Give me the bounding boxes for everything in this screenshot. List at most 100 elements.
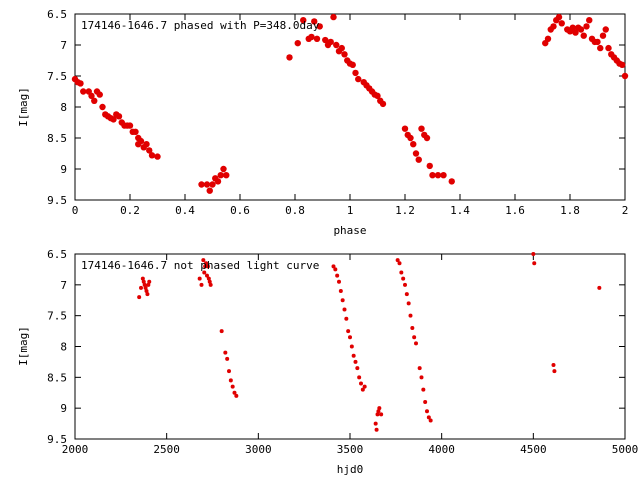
data-point	[395, 258, 400, 263]
light-curve-plot-annotation: 174146-1646.7 not phased light curve	[81, 259, 319, 272]
x-tick-label: 2000	[62, 443, 89, 456]
data-point	[379, 412, 384, 417]
data-point	[425, 409, 429, 414]
data-point	[146, 147, 153, 154]
data-point	[223, 350, 228, 355]
data-point	[374, 92, 381, 100]
light-curve-plot-ticks: 2000 2500 3000 3500 4000 4500 5000 6.5 7 7.5 8 8.5 9…	[47, 248, 638, 456]
data-point	[330, 13, 337, 21]
data-point	[619, 61, 626, 69]
data-point	[555, 13, 563, 21]
data-point	[142, 282, 147, 287]
data-point	[414, 341, 418, 346]
phased-plot-xlabel: phase	[333, 224, 366, 237]
y-tick-label: 9	[60, 163, 67, 176]
data-point	[423, 134, 431, 142]
data-point	[143, 285, 148, 290]
data-point	[228, 378, 233, 383]
data-point	[569, 24, 576, 31]
data-point	[407, 134, 414, 142]
data-point	[77, 80, 84, 87]
data-point	[139, 285, 143, 290]
data-point	[348, 335, 352, 340]
y-tick-label: 9.5	[47, 194, 67, 207]
x-tick-label: 0.2	[120, 204, 140, 217]
y-tick-label: 6.5	[47, 8, 67, 21]
data-point	[80, 88, 87, 95]
data-point	[110, 116, 117, 123]
data-point	[126, 122, 134, 129]
data-point	[346, 329, 351, 334]
data-point	[337, 279, 341, 284]
data-point	[316, 23, 323, 30]
x-tick-label: 4000	[428, 443, 455, 456]
data-point	[141, 279, 146, 284]
data-point	[597, 44, 604, 52]
data-point	[335, 273, 340, 278]
phased-plot-ticks: 0 0.2 0.4 0.6 0.8 1 1.2 1.4 1.6 1.8 2 6.5 7 7.5 8 8.5 9 9…	[47, 8, 628, 217]
data-point	[410, 141, 417, 148]
data-point	[357, 375, 362, 380]
y-tick-label: 7.5	[47, 70, 67, 83]
data-point	[440, 172, 447, 179]
x-tick-label: 0.8	[285, 204, 305, 217]
y-tick-label: 7.5	[47, 310, 67, 323]
light-curve-plot-xlabel: hjd0	[337, 463, 364, 476]
data-point	[300, 17, 307, 24]
data-point	[353, 359, 358, 364]
data-point	[355, 75, 362, 83]
data-point	[421, 387, 426, 392]
data-point	[208, 282, 213, 287]
data-point	[340, 298, 345, 303]
data-point	[230, 384, 235, 389]
data-point	[341, 51, 348, 58]
x-tick-label: 1	[347, 204, 354, 217]
data-point	[207, 279, 212, 284]
data-point	[404, 292, 409, 297]
data-point	[147, 279, 152, 284]
data-point	[331, 264, 336, 269]
y-tick-label: 8	[60, 101, 67, 114]
data-point	[375, 412, 380, 417]
data-point	[217, 172, 224, 179]
data-point	[199, 282, 204, 287]
data-point	[209, 181, 216, 188]
data-point	[205, 264, 210, 269]
data-point	[551, 363, 556, 367]
data-point	[205, 273, 209, 278]
y-tick-label: 9	[60, 402, 67, 415]
data-point	[206, 276, 211, 281]
data-point	[327, 38, 334, 46]
phased-plot-ylabel: I[mag]	[17, 87, 30, 127]
data-point	[448, 178, 455, 185]
data-point	[374, 427, 379, 432]
light-curve-plot-ylabel: I[mag]	[17, 326, 30, 366]
data-point	[544, 35, 552, 42]
x-tick-label: 1.4	[450, 204, 470, 217]
data-point	[401, 276, 406, 281]
data-point	[202, 270, 207, 275]
x-tick-label: 0.4	[175, 204, 195, 217]
data-point	[203, 181, 211, 188]
x-tick-label: 1.8	[560, 204, 580, 217]
data-point	[132, 128, 139, 135]
data-point	[286, 54, 293, 61]
y-tick-label: 7	[60, 279, 67, 292]
data-point	[342, 307, 347, 312]
data-point	[201, 258, 206, 263]
data-point	[355, 366, 360, 371]
data-point	[214, 178, 222, 185]
data-point	[552, 369, 557, 374]
data-point	[599, 32, 607, 39]
data-point	[429, 172, 436, 179]
data-point	[434, 172, 442, 179]
phased-plot-points	[71, 13, 629, 194]
y-tick-label: 6.5	[47, 248, 67, 261]
data-point	[99, 103, 106, 111]
data-point	[146, 282, 151, 287]
data-point	[115, 113, 123, 120]
x-tick-label: 3000	[245, 443, 272, 456]
data-point	[91, 97, 98, 105]
